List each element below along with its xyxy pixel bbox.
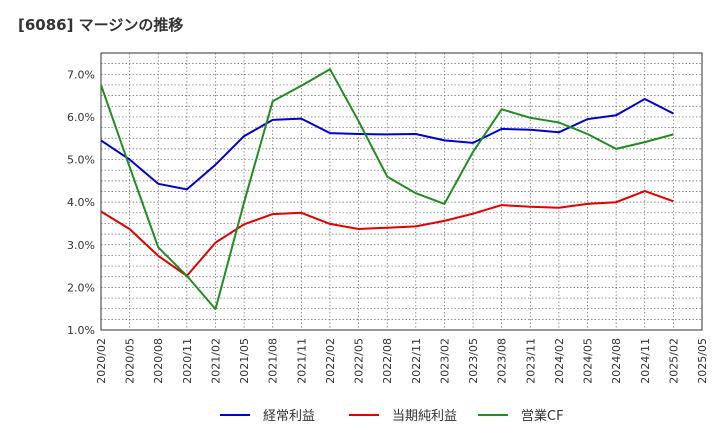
x-tick-label: 2023/02	[438, 338, 451, 384]
plot-area	[100, 52, 703, 331]
legend-label: 経常利益	[263, 409, 315, 424]
x-tick-label: 2021/08	[267, 338, 280, 384]
x-tick-label: 2022/05	[353, 338, 366, 384]
x-tick-label: 2025/05	[696, 338, 709, 384]
x-tick-label: 2021/02	[209, 338, 222, 384]
y-tick-label: 4.0%	[67, 196, 95, 209]
x-tick-label: 2021/05	[238, 338, 251, 384]
x-tick-label: 2020/11	[181, 338, 194, 384]
y-tick-label: 3.0%	[67, 239, 95, 252]
x-tick-label: 2024/05	[582, 338, 595, 384]
y-tick-label: 1.0%	[67, 324, 95, 337]
legend: 経常利益 当期純利益 営業CF	[220, 408, 564, 424]
x-tick-label: 2023/05	[467, 338, 480, 384]
chart-title: [6086] マージンの推移	[18, 16, 184, 34]
x-tick-label: 2023/11	[524, 338, 537, 384]
x-tick-label: 2021/11	[295, 338, 308, 384]
x-tick-label: 2020/08	[152, 338, 165, 384]
y-tick-label: 6.0%	[67, 111, 95, 124]
y-tick-label: 2.0%	[67, 281, 95, 294]
series-line-経常利益	[100, 98, 674, 191]
x-tick-label: 2020/02	[95, 338, 108, 384]
y-tick-label: 7.0%	[67, 68, 95, 81]
series-lines	[100, 68, 674, 311]
x-tick-label: 2024/02	[553, 338, 566, 384]
x-tick-label: 2022/11	[410, 338, 423, 384]
series-line-当期純利益	[100, 190, 674, 277]
x-tick-label: 2024/11	[639, 338, 652, 384]
x-tick-label: 2022/02	[324, 338, 337, 384]
x-tick-label: 2020/05	[124, 338, 137, 384]
x-tick-label: 2023/08	[496, 338, 509, 384]
x-tick-label: 2024/08	[610, 338, 623, 384]
grid-lines	[101, 53, 702, 330]
x-tick-label: 2022/08	[381, 338, 394, 384]
x-axis-ticks: 2020/02 2020/05 2020/08 2020/11 2021/02 2021/…	[95, 338, 709, 384]
legend-label: 営業CF	[521, 408, 564, 424]
legend-label: 当期純利益	[392, 409, 457, 424]
x-tick-label: 2025/02	[667, 338, 680, 384]
y-tick-label: 5.0%	[67, 154, 95, 167]
y-axis-ticks: 1.0% 2.0% 3.0% 4.0% 5.0% 6.0% 7.0%	[67, 68, 95, 337]
series-line-営業CF	[100, 68, 674, 311]
